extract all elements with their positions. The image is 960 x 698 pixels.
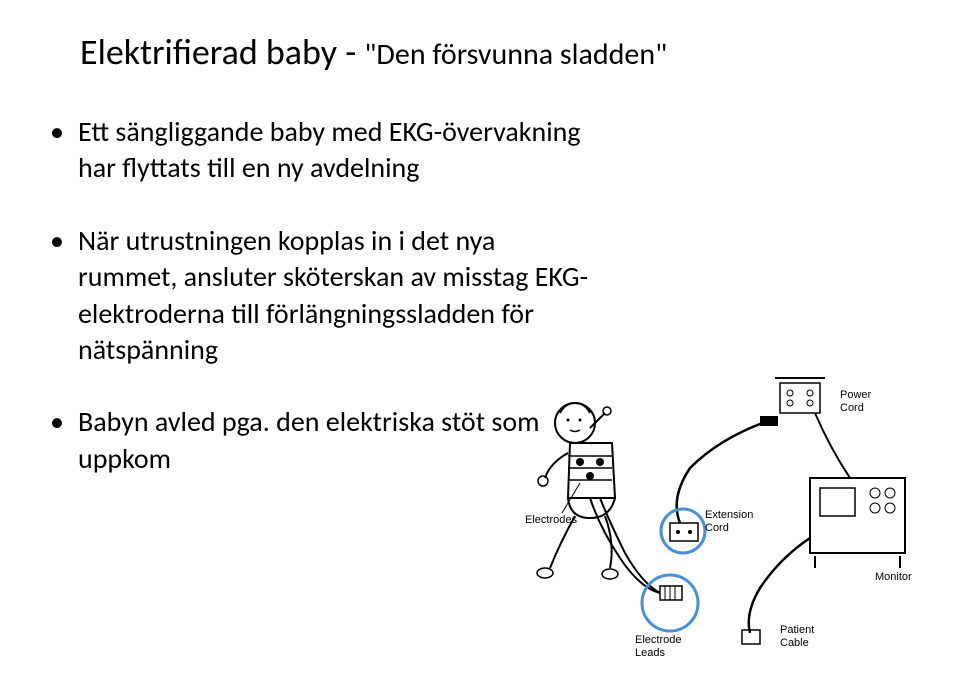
- content-area: Ett sängliggande baby med EKG-övervaknin…: [50, 114, 600, 477]
- diagram-illustration: Power Cord Monitor: [520, 368, 920, 668]
- label-patient-cable: Patient: [780, 624, 814, 636]
- title-main: Elektrifierad baby: [80, 30, 337, 74]
- bullet-list: Ett sängliggande baby med EKG-övervaknin…: [50, 114, 600, 477]
- label-electrode-leads: Electrode: [635, 634, 681, 646]
- label-monitor: Monitor: [875, 571, 912, 583]
- label-extension-cord-2: Cord: [705, 522, 729, 534]
- bullet-item: Ett sängliggande baby med EKG-övervaknin…: [50, 114, 600, 187]
- title-sub: "Den försvunna sladden": [364, 36, 667, 73]
- label-power-cord: Power: [840, 389, 872, 401]
- highlight-circle-bottom: [642, 575, 698, 631]
- label-patient-cable-2: Cable: [780, 637, 809, 649]
- label-electrode-leads-2: Leads: [635, 647, 665, 659]
- label-extension-cord: Extension: [705, 509, 753, 521]
- slide-title: Elektrifierad baby - "Den försvunna slad…: [80, 30, 910, 74]
- label-electrodes: Electrodes: [525, 514, 577, 526]
- bullet-item: Babyn avled pga. den elektriska stöt som…: [50, 404, 600, 477]
- label-power-cord-2: Cord: [840, 402, 864, 414]
- title-separator: -: [337, 30, 364, 74]
- bullet-item: När utrustningen kopplas in i det nya ru…: [50, 223, 600, 369]
